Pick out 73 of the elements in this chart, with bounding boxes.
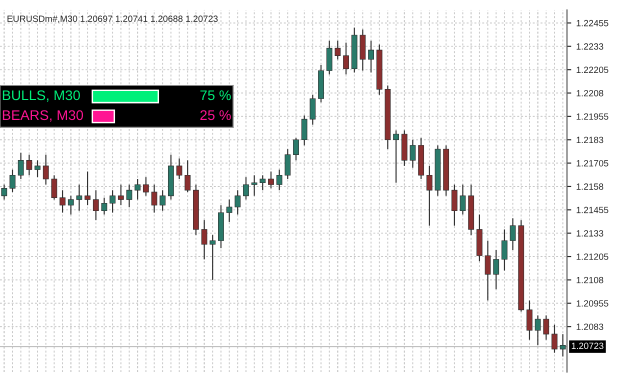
candlestick — [484, 240, 491, 302]
candlestick — [310, 94, 316, 126]
candlestick — [160, 190, 166, 212]
y-tick-label: 1.20955 — [576, 300, 608, 307]
candlestick — [34, 160, 40, 178]
y-tick-label: 1.2233 — [576, 43, 604, 50]
candlestick — [510, 218, 516, 251]
candlestick — [101, 197, 108, 216]
candlestick — [334, 40, 341, 60]
category-label: BULLS, M30 — [2, 90, 80, 102]
candlestick — [326, 40, 332, 75]
candlestick — [343, 42, 349, 75]
y-tick-label: 1.2108 — [576, 276, 604, 284]
candlestick — [68, 195, 74, 216]
y-tick-label: 1.21705 — [576, 160, 608, 166]
y-tick-label: 1.21955 — [576, 113, 608, 120]
candlestick — [26, 154, 32, 176]
candlestick — [60, 190, 66, 214]
candlestick — [268, 170, 274, 189]
candlestick — [18, 152, 24, 180]
ref-line-label: 1.20723 — [572, 342, 604, 350]
y-tick-label: 1.21455 — [576, 206, 608, 214]
y-tick-label: 1.2158 — [576, 183, 604, 190]
candlestick — [293, 137, 299, 161]
candlestick — [451, 184, 458, 226]
candlestick — [134, 178, 141, 200]
candlestick — [534, 314, 541, 346]
candlestick — [560, 334, 566, 358]
candlestick — [210, 234, 216, 280]
y-tick-label: 1.2183 — [576, 136, 604, 144]
candlestick — [42, 154, 49, 186]
candlestick — [201, 220, 208, 260]
candlestick — [1, 184, 8, 200]
candlestick — [526, 300, 532, 340]
candlestick — [251, 174, 258, 196]
candlestick — [118, 184, 124, 206]
candlestick — [142, 176, 149, 196]
y-tick-label: 1.2208 — [576, 90, 604, 96]
category-label: BEARS, M30 — [2, 110, 84, 122]
candlestick — [543, 314, 550, 340]
candlestick — [368, 40, 374, 74]
candlestick — [301, 114, 308, 146]
candlestick — [493, 249, 500, 290]
y-tick-label: 1.21205 — [576, 254, 608, 260]
candlestick — [243, 176, 249, 200]
y-tick-label: 1.22205 — [576, 66, 608, 74]
data-label: 25 % — [200, 110, 231, 120]
text: EURUSDm#,M30 1.20697 1.20741 1.20688 1.20723 — [8, 16, 218, 24]
y-tick-label: 1.2133 — [576, 230, 604, 237]
candlestick — [76, 184, 82, 212]
candlestick — [393, 130, 400, 184]
candlestick — [151, 184, 158, 214]
candlestick — [10, 169, 16, 193]
candlestick — [260, 174, 266, 191]
candlestick — [84, 170, 90, 206]
candlestick — [226, 198, 232, 223]
candlestick — [502, 228, 508, 272]
candlestick — [460, 184, 466, 216]
candlestick — [426, 165, 432, 226]
candlestick — [92, 190, 99, 221]
candlestick — [234, 190, 241, 216]
candlestick — [51, 174, 58, 200]
data-label: 75 % — [200, 90, 231, 100]
candlestick — [552, 324, 558, 354]
y-tick-label: 1.2083 — [576, 324, 604, 330]
y-tick-label: 1.22455 — [576, 20, 608, 26]
candlestick — [184, 160, 191, 193]
candlestick — [410, 139, 416, 168]
candlestick — [110, 190, 116, 214]
candlestick — [176, 158, 182, 180]
candlestick — [284, 148, 291, 180]
candlestick — [126, 184, 132, 208]
candlestick — [276, 169, 282, 191]
